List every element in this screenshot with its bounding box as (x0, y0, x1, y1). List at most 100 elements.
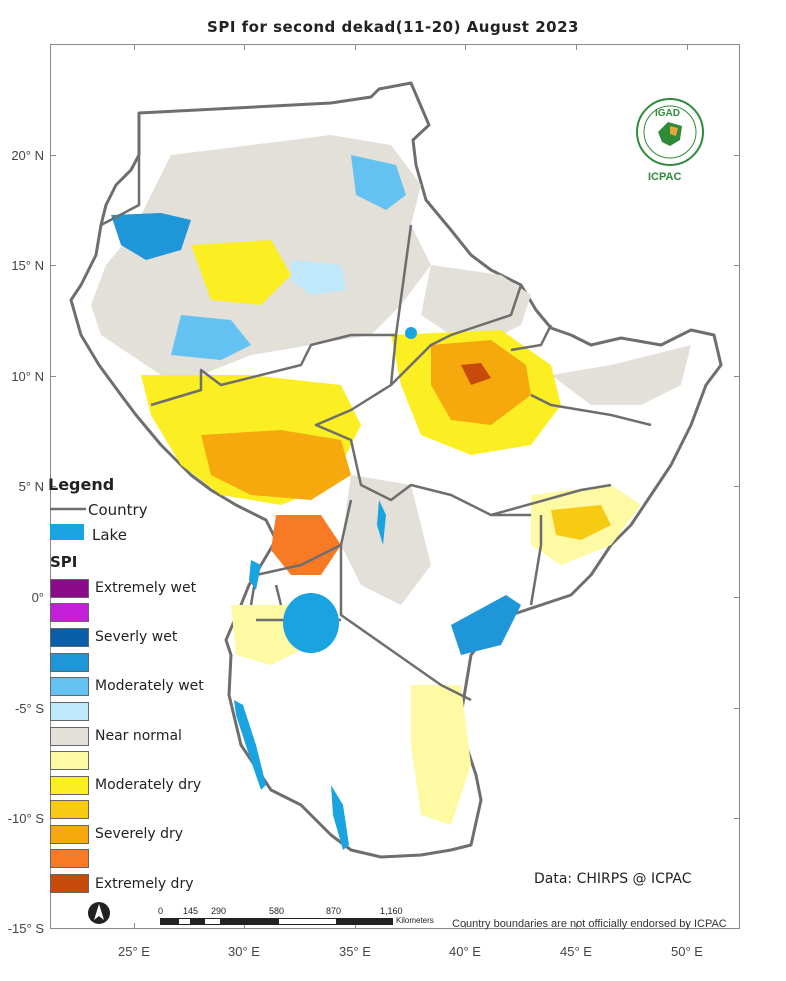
y-tick-right-10 (734, 376, 740, 377)
x-tick-top-40 (465, 44, 466, 50)
legend-lake-label: Lake (92, 526, 127, 544)
label-near-normal: Near normal (95, 728, 182, 744)
lake-albert (249, 560, 261, 590)
swatch-extremely-dry (50, 874, 89, 893)
near-normal-horn (551, 345, 691, 405)
x-label-25e: 25° E (118, 944, 150, 959)
swatch-dry (50, 800, 89, 819)
y-label-5n: 5° N (18, 479, 44, 494)
y-tick-right-m10 (734, 818, 740, 819)
lake-malawi (331, 785, 349, 850)
label-severely-dry: Severely dry (95, 826, 184, 842)
scale-num-1160: 1,160 (380, 906, 403, 916)
label-extremely-wet: Extremely wet (95, 580, 197, 596)
y-tick-right-m5 (734, 708, 740, 709)
dry-patch-west (191, 240, 291, 305)
legend-title: Legend (48, 475, 115, 494)
y-label-15s: -15° S (7, 921, 44, 936)
lake-turkana (377, 500, 386, 545)
lake-victoria (283, 593, 339, 653)
lake-tana (405, 327, 417, 339)
dry-patch-ethiopia-core (431, 340, 531, 425)
north-arrow-icon (88, 902, 110, 924)
swatch-wet (50, 653, 89, 672)
y-tick-right-15 (734, 265, 740, 266)
label-moderately-wet: Moderately wet (95, 678, 204, 694)
disclaimer: Country boundaries are not officially en… (452, 918, 727, 930)
scale-bar (160, 918, 393, 925)
y-label-15n: 15° N (11, 258, 44, 273)
y-tick-right-20 (734, 155, 740, 156)
x-label-30e: 30° E (228, 944, 260, 959)
wet-patch-chad-light (171, 315, 251, 360)
wet-patch-sudan2 (291, 260, 346, 295)
label-extremely-dry: Extremely dry (95, 876, 194, 892)
scale-seg-3 (220, 919, 279, 924)
swatch-near-normal (50, 727, 89, 746)
swatch-slightly-wet (50, 702, 89, 721)
y-label-0: 0° (31, 590, 44, 605)
x-tick-bottom-50 (687, 923, 688, 929)
y-tick-left-5 (50, 486, 56, 487)
icpac-logo (636, 98, 704, 166)
swatch-severly-wet (50, 628, 89, 647)
lake-swatch (50, 524, 84, 540)
y-label-20n: 20° N (11, 148, 44, 163)
dry-patch-tanzania (411, 685, 471, 825)
map-title: SPI for second dekad(11-20) August 2023 (207, 18, 579, 36)
x-tick-top-45 (576, 44, 577, 50)
dry-patch-south-sudan-core (201, 430, 351, 500)
near-normal-east (421, 265, 531, 345)
y-label-10s: -10° S (7, 811, 44, 826)
x-tick-top-30 (244, 44, 245, 50)
x-tick-top-50 (687, 44, 688, 50)
scale-num-870: 870 (326, 906, 342, 916)
legend-spi-title: SPI (50, 553, 78, 571)
y-tick-left-15 (50, 265, 56, 266)
legend-country-label: Country (88, 501, 148, 519)
x-label-35e: 35° E (339, 944, 371, 959)
scale-seg-2 (190, 919, 205, 924)
dry-patch-ethiopia-red (461, 363, 491, 385)
swatch-very-dry (50, 849, 89, 868)
x-tick-bottom-40 (465, 923, 466, 929)
scale-num-145: 145 (183, 906, 199, 916)
scale-num-580: 580 (269, 906, 285, 916)
dry-patch-uganda (271, 515, 341, 575)
x-tick-top-25 (134, 44, 135, 50)
swatch-very-wet (50, 603, 89, 622)
swatch-slightly-dry (50, 751, 89, 770)
swatch-moderately-wet (50, 677, 89, 696)
scale-num-290: 290 (211, 906, 227, 916)
x-label-45e: 45° E (560, 944, 592, 959)
country-line-icon (50, 507, 86, 511)
x-tick-bottom-45 (576, 923, 577, 929)
y-tick-left-20 (50, 155, 56, 156)
map-canvas (69, 81, 723, 859)
x-tick-bottom-25 (134, 923, 135, 929)
x-label-50e: 50° E (671, 944, 703, 959)
swatch-extremely-wet (50, 579, 89, 598)
y-tick-right-5 (734, 486, 740, 487)
dry-patch-somalia-core (551, 505, 611, 540)
x-tick-bottom-35 (355, 923, 356, 929)
y-tick-left-10 (50, 376, 56, 377)
y-label-5s: -5° S (14, 701, 44, 716)
logo-top-text: IGAD (655, 108, 680, 119)
x-label-40e: 40° E (449, 944, 481, 959)
scale-seg-1 (161, 919, 179, 924)
wet-patch-chad (111, 213, 191, 260)
wet-patch-sudan (351, 155, 406, 210)
label-severly-wet: Severly wet (95, 629, 178, 645)
x-tick-bottom-30 (244, 923, 245, 929)
map-frame (50, 44, 740, 929)
y-label-10n: 10° N (11, 369, 44, 384)
scale-seg-4 (336, 919, 393, 924)
y-tick-right-0 (734, 597, 740, 598)
x-tick-top-35 (355, 44, 356, 50)
scale-num-0: 0 (158, 906, 164, 916)
swatch-moderately-dry (50, 776, 89, 795)
scale-unit: Kilometers (396, 916, 434, 925)
data-credit: Data: CHIRPS @ ICPAC (534, 871, 692, 887)
near-normal-south (341, 475, 431, 605)
